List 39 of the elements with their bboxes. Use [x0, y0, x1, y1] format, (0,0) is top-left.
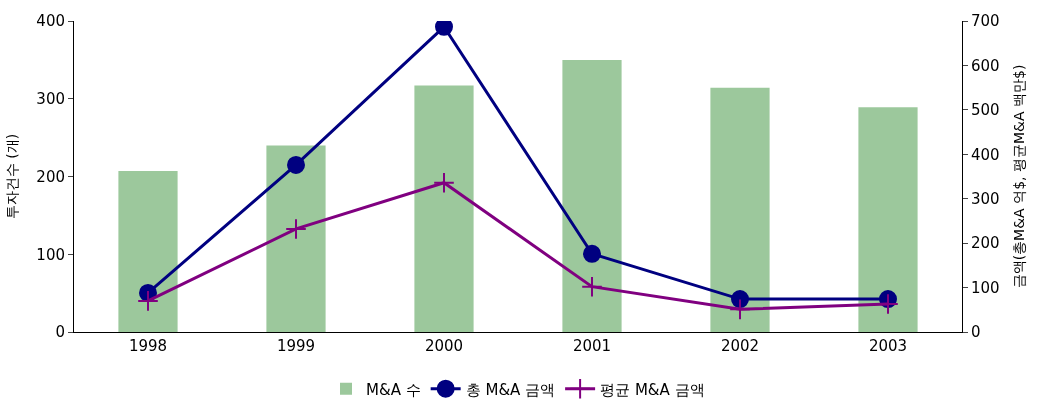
y-tick-label: 0 [55, 323, 65, 342]
point [581, 275, 603, 298]
legend-label: 총 M&A 금액 [465, 380, 556, 399]
y2-tick-label: 700 [971, 12, 1000, 31]
x-tick-label: 2001 [572, 337, 612, 355]
y-tick-label: 200 [36, 167, 65, 186]
y2-tick-label: 400 [971, 145, 1000, 164]
y2-tick-label: 100 [971, 278, 1000, 297]
legend-label: M&A 수 [366, 380, 421, 399]
y-tick-label: 300 [36, 90, 65, 108]
bar [858, 107, 918, 332]
bar [710, 87, 770, 332]
x-tick-label: 2000 [424, 337, 464, 355]
point [433, 171, 455, 194]
x-tick-label: 1998 [128, 337, 168, 355]
y-axis-title: 투자건수 (개) [3, 133, 20, 220]
x-tick-label: 1999 [276, 337, 316, 355]
y-tick-label: 400 [36, 12, 65, 31]
point [137, 290, 159, 312]
point [285, 218, 307, 240]
y2-axis-title: 금액(총M&A 억$, 평균M&A 백만$) [1010, 64, 1027, 289]
y2-tick-label: 200 [971, 234, 1000, 253]
y2-tick-label: 300 [971, 189, 1000, 208]
legend-label: 평균 M&A 금액 [600, 380, 705, 399]
y2-tick-label: 0 [971, 323, 981, 342]
bar [562, 59, 622, 332]
x-tick-label: 2002 [720, 337, 760, 355]
point [729, 298, 751, 321]
bar [414, 85, 474, 332]
y2-tick-label: 500 [971, 101, 1000, 120]
bar [118, 171, 178, 332]
point [287, 155, 305, 174]
y-tick-label: 100 [36, 245, 65, 264]
point [583, 244, 601, 263]
point [731, 290, 749, 309]
x-tick-label: 2003 [868, 337, 908, 355]
y2-tick-label: 600 [971, 56, 1000, 75]
bar [266, 145, 326, 332]
point [435, 21, 453, 36]
